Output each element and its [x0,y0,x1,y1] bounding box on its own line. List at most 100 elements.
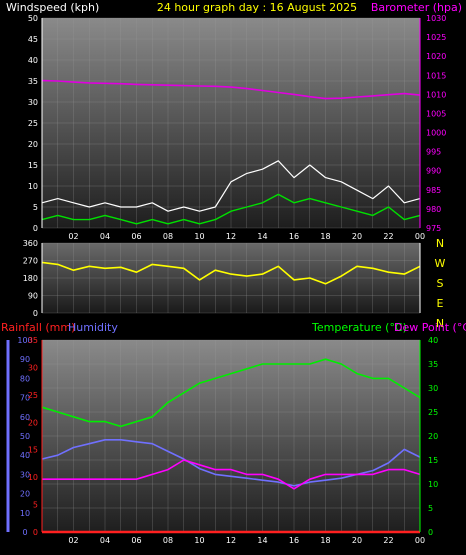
x-tick-label: 06 [131,232,141,241]
x-tick-label: 02 [68,232,78,241]
panel1-grid [42,17,420,229]
x-tick-label: 20 [352,232,362,241]
y-right-tick-label: 980 [426,205,441,214]
rainfall-label: Rainfall (mm) [1,321,75,334]
temperature-tick-label: 25 [428,408,438,417]
y-right-tick-label: 975 [426,224,441,233]
x-tick-label: 18 [320,536,330,545]
wind-direction-line [41,261,421,285]
y-right-tick-label: 1030 [426,14,446,23]
compass-label: E [437,297,444,310]
x-tick-label: 22 [383,536,393,545]
x-tick-label: 20 [352,536,362,545]
chart-title: 24 hour graph day : 16 August 2025 [157,1,357,14]
panel3-axes: 0102030405060708090100051015202530350510… [6,336,438,545]
x-tick-label: 12 [226,536,236,545]
panel2-grid [42,242,420,314]
x-tick-label: 16 [289,232,299,241]
y-left-tick-label: 25 [28,119,38,128]
y-right-tick-label: 1005 [426,109,446,118]
humidity-tick-label: 60 [20,413,30,422]
x-tick-label: 22 [383,232,393,241]
humidity-tick-label: 30 [20,470,30,479]
rainfall-tick-label: 5 [33,501,38,510]
panel2-series [41,261,421,285]
y-left-tick-label: 30 [28,98,38,107]
y-right-tick-label: 1025 [426,33,446,42]
y-left-tick-label: 0 [33,224,38,233]
panel1-series [41,79,421,225]
y-right-tick-label: 995 [426,148,441,157]
y-left-tick-label: 50 [28,14,38,23]
temperature-line [41,358,421,428]
humidity-tick-label: 40 [20,451,30,460]
y-right-tick-label: 1015 [426,71,446,80]
temperature-tick-label: 20 [428,432,438,441]
compass-label: N [436,237,444,250]
y-right-tick-label: 1000 [426,129,446,138]
temperature-tick-label: 30 [428,384,438,393]
compass-label: N [436,317,444,330]
temperature-tick-label: 35 [428,360,438,369]
temperature-humidity-panel: 0102030405060708090100051015202530350510… [6,336,438,545]
wind-barometer-panel: 0510152025303540455097598098599099510001… [28,14,447,241]
wind-title: Windspeed (kph) [6,1,99,14]
y-left-tick-label: 15 [28,161,38,170]
rainfall-tick-label: 30 [28,363,38,372]
x-tick-label: 08 [163,536,173,545]
y-right-tick-label: 985 [426,186,441,195]
y-left-tick-label: 45 [28,35,38,44]
panel3-series [41,358,421,534]
humidity-tick-label: 10 [20,509,30,518]
wind-average-line [41,193,421,225]
y-left-tick-label: 40 [28,56,38,65]
x-tick-label: 04 [100,536,110,545]
x-tick-label: 12 [226,232,236,241]
rainfall-tick-label: 0 [33,528,38,537]
y-left-tick-label: 270 [23,257,38,266]
x-tick-label: 18 [320,232,330,241]
compass-label: S [437,277,444,290]
humidity-label: Humidity [68,321,118,334]
temperature-tick-label: 15 [428,456,438,465]
rainfall-tick-label: 35 [28,336,38,345]
y-left-tick-label: 10 [28,182,38,191]
x-tick-label: 10 [194,536,204,545]
temperature-label: Temperature (°C) [311,321,407,334]
rainfall-tick-label: 10 [28,473,38,482]
compass-label: W [435,257,446,270]
y-left-tick-label: 0 [33,309,38,318]
y-left-tick-label: 35 [28,77,38,86]
y-left-tick-label: 5 [33,203,38,212]
y-right-tick-label: 990 [426,167,441,176]
barometer-line [41,79,421,100]
temperature-tick-label: 0 [428,528,433,537]
y-left-tick-label: 90 [28,292,38,301]
rainfall-tick-label: 25 [28,391,38,400]
temperature-tick-label: 10 [428,480,438,489]
humidity-tick-label: 90 [20,355,30,364]
x-tick-label: 04 [100,232,110,241]
x-tick-label: 00 [415,536,425,545]
y-left-tick-label: 180 [23,274,38,283]
x-tick-label: 08 [163,232,173,241]
dewpoint-label: Dew Point (°C) [394,321,466,334]
x-tick-label: 02 [68,536,78,545]
temperature-tick-label: 40 [428,336,438,345]
humidity-tick-label: 100 [17,336,32,345]
x-tick-label: 14 [257,232,267,241]
humidity-tick-label: 20 [20,490,30,499]
y-left-tick-label: 20 [28,140,38,149]
barometer-title: Barometer (hpa) [371,1,462,14]
y-right-tick-label: 1010 [426,90,446,99]
temperature-tick-label: 5 [428,504,433,513]
humidity-tick-label: 70 [20,394,30,403]
panel1-axes: 0510152025303540455097598098599099510001… [28,14,447,241]
rainfall-tick-label: 15 [28,446,38,455]
x-tick-label: 16 [289,536,299,545]
y-left-tick-label: 360 [23,239,38,248]
rainfall-tick-label: 20 [28,418,38,427]
humidity-tick-label: 80 [20,374,30,383]
